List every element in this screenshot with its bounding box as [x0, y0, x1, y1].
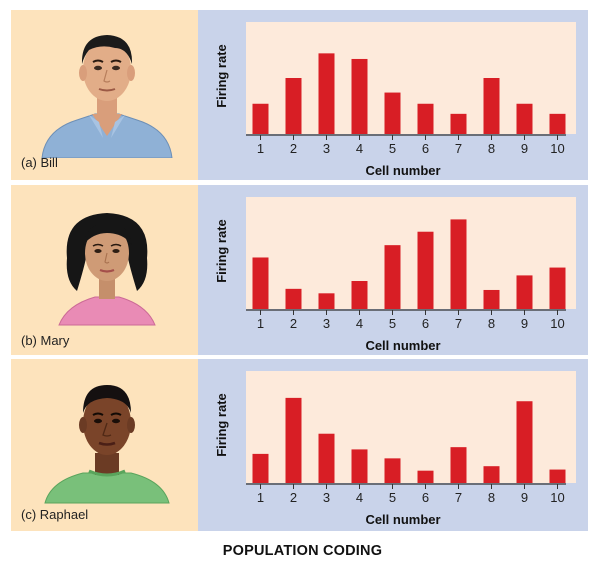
raphael-portrait-image — [44, 385, 170, 504]
x-tick-label: 10 — [550, 141, 564, 156]
chart-area-bill: Firing rate 1 2 3 4 5 6 7 8 9 10 Cell number — [198, 10, 588, 180]
x-tick-label: 7 — [455, 141, 462, 156]
bar-cell-7 — [450, 113, 467, 134]
x-tick-label: 6 — [422, 141, 429, 156]
bar-cell-5 — [384, 92, 401, 134]
bar-cell-8 — [483, 466, 500, 483]
panel-caption-mary: (b) Mary — [21, 333, 70, 348]
firing-rate-bar-chart-mary: Firing rate 1 2 3 4 5 6 7 8 9 10 Cell number — [214, 197, 576, 353]
x-tick-label: 3 — [323, 141, 330, 156]
bar-cell-6 — [417, 231, 434, 309]
x-tick-label: 9 — [521, 141, 528, 156]
chart-area-raphael: Firing rate 1 2 3 4 5 6 7 8 9 10 Cell number — [198, 359, 588, 531]
x-tick-label: 4 — [356, 490, 363, 505]
mary-portrait-image — [58, 213, 156, 326]
x-tick-label: 8 — [488, 141, 495, 156]
x-tick-label: 6 — [422, 490, 429, 505]
bar-cell-3 — [318, 53, 335, 134]
bar-cell-3 — [318, 293, 335, 309]
bar-cell-7 — [450, 219, 467, 309]
x-tick-label: 8 — [488, 316, 495, 331]
x-tick-label: 4 — [356, 316, 363, 331]
panel-caption-raphael: (c) Raphael — [21, 507, 89, 522]
x-tick-label: 7 — [455, 490, 462, 505]
chart-area-mary: Firing rate 1 2 3 4 5 6 7 8 9 10 Cell number — [198, 185, 588, 355]
x-tick-label: 10 — [550, 316, 564, 331]
panel-mary: (b) Mary Firing rate 1 2 3 4 5 6 7 8 9 10 Cell numb… — [11, 185, 588, 355]
x-tick-label: 1 — [257, 141, 264, 156]
x-tick-label: 9 — [521, 490, 528, 505]
panel-raphael: (c) Raphael Firing rate 1 2 3 4 5 6 7 8 9 10 Cell n… — [11, 359, 588, 531]
portrait-area-bill: (a) Bill — [11, 10, 198, 180]
bar-cell-2 — [285, 397, 302, 483]
x-axis-label: Cell number — [365, 163, 440, 178]
y-axis-label: Firing rate — [214, 393, 229, 457]
x-tick-label: 5 — [389, 316, 396, 331]
y-axis-label: Firing rate — [214, 44, 229, 108]
bar-cell-2 — [285, 78, 302, 134]
x-tick-label: 1 — [257, 316, 264, 331]
firing-rate-bar-chart-raphael: Firing rate 1 2 3 4 5 6 7 8 9 10 Cell number — [214, 371, 576, 527]
bar-cell-10 — [549, 267, 566, 309]
x-tick-label: 4 — [356, 141, 363, 156]
x-axis-label: Cell number — [365, 512, 440, 527]
bar-cell-1 — [252, 453, 269, 483]
population-coding-figure: (a) Bill Firing rate 1 2 3 4 5 6 7 8 9 10 Cell numb… — [11, 10, 588, 531]
x-tick-label: 5 — [389, 141, 396, 156]
bar-cell-2 — [285, 288, 302, 309]
bar-cell-8 — [483, 78, 500, 134]
bar-cell-10 — [549, 469, 566, 483]
bar-cell-9 — [516, 103, 533, 134]
portrait-area-mary: (b) Mary — [11, 185, 198, 355]
panel-bill: (a) Bill Firing rate 1 2 3 4 5 6 7 8 9 10 Cell numb… — [11, 10, 588, 180]
bar-cell-7 — [450, 447, 467, 483]
x-tick-label: 5 — [389, 490, 396, 505]
bill-portrait-image — [41, 35, 173, 158]
bar-cell-6 — [417, 470, 434, 483]
bar-cell-5 — [384, 458, 401, 483]
bar-cell-8 — [483, 289, 500, 309]
x-tick-label: 2 — [290, 316, 297, 331]
bar-cell-1 — [252, 103, 269, 134]
firing-rate-bar-chart-bill: Firing rate 1 2 3 4 5 6 7 8 9 10 Cell number — [214, 22, 576, 178]
bar-cell-3 — [318, 433, 335, 483]
bar-cell-9 — [516, 275, 533, 309]
bar-cell-10 — [549, 113, 566, 134]
bar-cell-4 — [351, 449, 368, 483]
panel-divider — [11, 355, 588, 358]
portrait-area-raphael: (c) Raphael — [11, 359, 198, 531]
x-tick-label: 3 — [323, 490, 330, 505]
bar-cell-6 — [417, 103, 434, 134]
panel-caption-bill: (a) Bill — [21, 155, 58, 170]
panel-divider — [11, 181, 588, 184]
x-tick-label: 2 — [290, 141, 297, 156]
x-tick-label: 2 — [290, 490, 297, 505]
figure-title: POPULATION CODING — [222, 543, 383, 559]
x-tick-label: 10 — [550, 490, 564, 505]
x-axis-label: Cell number — [365, 338, 440, 353]
x-tick-label: 7 — [455, 316, 462, 331]
x-tick-label: 3 — [323, 316, 330, 331]
x-tick-label: 9 — [521, 316, 528, 331]
bar-cell-1 — [252, 257, 269, 309]
x-tick-label: 8 — [488, 490, 495, 505]
x-tick-label: 6 — [422, 316, 429, 331]
bar-cell-5 — [384, 245, 401, 309]
bar-cell-4 — [351, 281, 368, 309]
y-axis-label: Firing rate — [214, 219, 229, 283]
bar-cell-9 — [516, 401, 533, 483]
x-tick-label: 1 — [257, 490, 264, 505]
bar-cell-4 — [351, 58, 368, 134]
